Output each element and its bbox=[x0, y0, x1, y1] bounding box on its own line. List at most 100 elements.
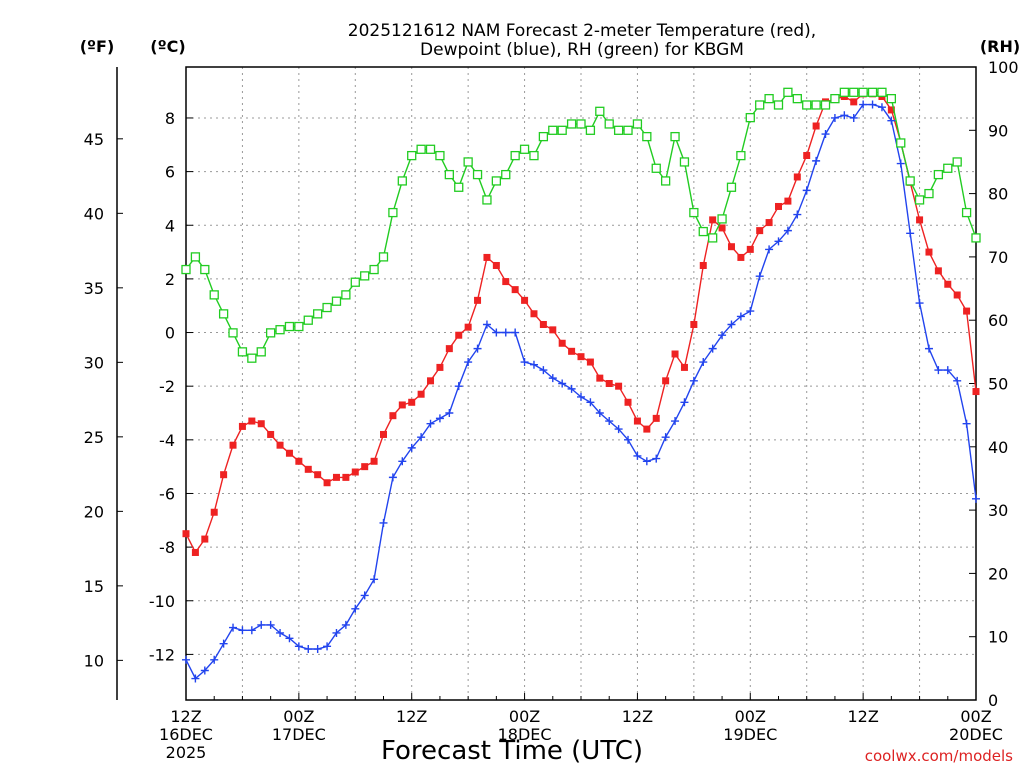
point-temperature bbox=[944, 280, 952, 288]
x-tick-label: 17DEC bbox=[272, 725, 326, 744]
rh-tick-label: 50 bbox=[988, 375, 1008, 394]
point-rh bbox=[284, 321, 295, 332]
point-dewpoint bbox=[689, 376, 698, 385]
point-rh bbox=[736, 150, 746, 161]
point-temperature bbox=[765, 219, 773, 227]
point-temperature bbox=[972, 388, 980, 396]
point-rh bbox=[961, 207, 972, 218]
point-temperature bbox=[502, 278, 510, 286]
point-dewpoint bbox=[821, 130, 830, 139]
point-temperature bbox=[916, 216, 924, 224]
point-dewpoint bbox=[727, 320, 736, 329]
point-rh bbox=[670, 131, 680, 142]
point-temperature bbox=[445, 345, 453, 353]
point-dewpoint bbox=[294, 642, 303, 651]
point-rh bbox=[698, 226, 708, 237]
point-temperature bbox=[953, 291, 961, 299]
point-rh bbox=[407, 150, 417, 161]
point-dewpoint bbox=[718, 331, 727, 340]
point-temperature bbox=[633, 417, 641, 425]
point-dewpoint bbox=[520, 358, 529, 367]
point-temperature bbox=[464, 323, 472, 331]
point-temperature bbox=[699, 261, 707, 269]
point-rh bbox=[425, 144, 436, 154]
point-dewpoint bbox=[840, 111, 849, 120]
point-temperature bbox=[229, 441, 237, 449]
point-temperature bbox=[248, 417, 256, 425]
point-dewpoint bbox=[229, 623, 238, 632]
point-rh bbox=[783, 87, 793, 97]
point-temperature bbox=[521, 296, 529, 304]
point-rh bbox=[971, 233, 981, 243]
point-temperature bbox=[746, 245, 754, 253]
point-dewpoint bbox=[445, 409, 454, 418]
point-dewpoint bbox=[435, 414, 444, 423]
point-temperature bbox=[398, 401, 406, 409]
point-dewpoint bbox=[511, 328, 520, 337]
point-dewpoint bbox=[783, 226, 792, 235]
celsius-tick-label: -8 bbox=[159, 538, 175, 557]
point-dewpoint bbox=[906, 229, 915, 238]
x-tick-label: 00Z bbox=[283, 707, 314, 726]
point-temperature bbox=[492, 261, 500, 269]
point-temperature bbox=[784, 197, 792, 205]
point-rh bbox=[482, 195, 492, 205]
point-rh bbox=[679, 157, 690, 167]
fahrenheit-tick-label: 45 bbox=[84, 130, 104, 149]
celsius-tick-label: 2 bbox=[165, 270, 175, 289]
rh-tick-label: 0 bbox=[988, 691, 998, 710]
credit-label: coolwx.com/models bbox=[865, 747, 1013, 765]
point-temperature bbox=[615, 382, 623, 390]
x-tick-label: 00Z bbox=[509, 707, 540, 726]
point-rh bbox=[886, 94, 897, 104]
point-rh bbox=[651, 163, 661, 173]
point-temperature bbox=[276, 441, 284, 449]
celsius-tick-label: 4 bbox=[165, 216, 175, 235]
point-dewpoint bbox=[896, 159, 905, 168]
point-rh bbox=[491, 176, 502, 186]
point-dewpoint bbox=[774, 237, 783, 246]
point-temperature bbox=[201, 535, 209, 543]
point-rh bbox=[501, 169, 511, 180]
point-dewpoint bbox=[464, 358, 473, 367]
point-dewpoint bbox=[680, 398, 689, 407]
point-dewpoint bbox=[473, 344, 482, 353]
point-rh bbox=[830, 94, 840, 104]
point-temperature bbox=[596, 374, 604, 382]
point-temperature bbox=[455, 331, 463, 339]
point-dewpoint bbox=[934, 366, 943, 375]
point-dewpoint bbox=[765, 245, 774, 254]
point-temperature bbox=[727, 243, 735, 251]
point-temperature bbox=[417, 390, 425, 398]
point-temperature bbox=[267, 430, 275, 438]
point-rh bbox=[435, 150, 445, 161]
point-dewpoint bbox=[247, 626, 256, 635]
point-rh bbox=[200, 264, 210, 275]
point-rh bbox=[632, 119, 643, 129]
x-tick-label: 20DEC bbox=[949, 725, 1003, 744]
point-dewpoint bbox=[661, 433, 670, 442]
point-rh bbox=[595, 106, 605, 116]
point-temperature bbox=[342, 473, 350, 481]
point-dewpoint bbox=[360, 591, 369, 600]
point-dewpoint bbox=[915, 299, 924, 308]
point-dewpoint bbox=[323, 642, 332, 651]
series-rh bbox=[181, 87, 981, 363]
point-temperature bbox=[709, 216, 717, 224]
point-dewpoint bbox=[887, 116, 896, 125]
point-temperature bbox=[511, 286, 519, 294]
point-temperature bbox=[662, 377, 670, 385]
point-rh bbox=[209, 290, 219, 300]
point-dewpoint bbox=[802, 186, 811, 195]
point-dewpoint bbox=[285, 634, 294, 643]
point-dewpoint bbox=[398, 457, 407, 466]
point-temperature bbox=[624, 398, 632, 406]
point-rh bbox=[613, 125, 624, 135]
point-dewpoint bbox=[407, 443, 416, 452]
point-temperature bbox=[361, 463, 369, 471]
point-rh bbox=[933, 169, 944, 180]
point-temperature bbox=[690, 320, 698, 328]
point-dewpoint bbox=[755, 272, 764, 281]
fahrenheit-tick-label: 10 bbox=[84, 651, 104, 670]
point-rh bbox=[294, 321, 304, 332]
